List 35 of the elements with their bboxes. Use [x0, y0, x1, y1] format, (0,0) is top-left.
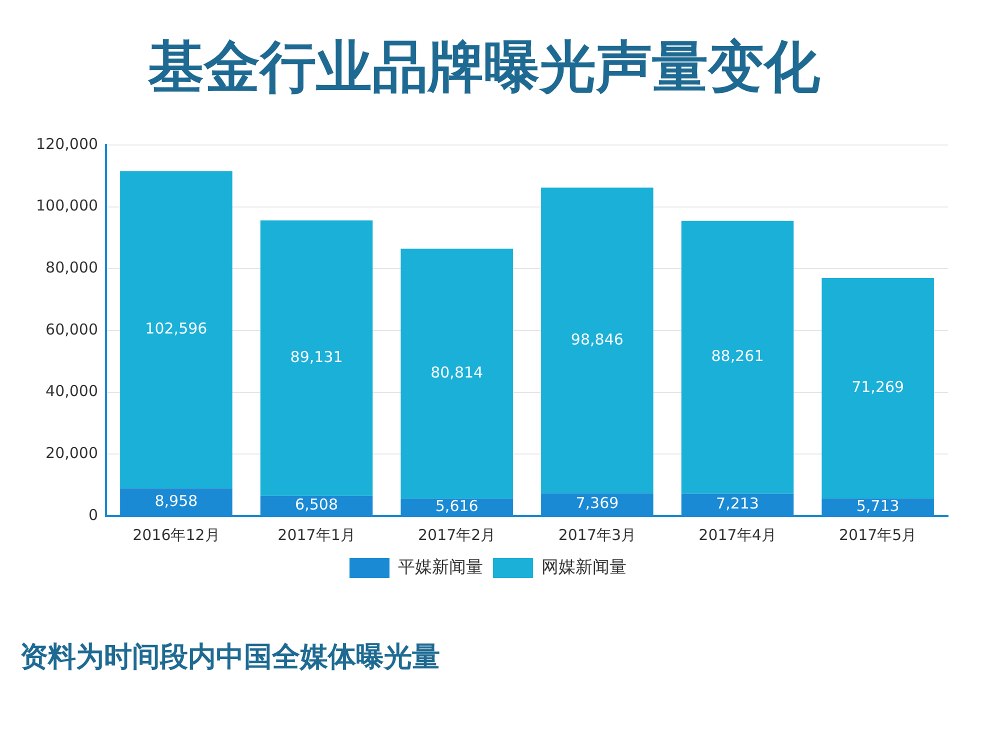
- x-tick-label: 2016年12月: [132, 526, 220, 544]
- bar: [822, 278, 934, 498]
- y-tick-label: 20,000: [46, 444, 98, 462]
- data-label: 8,958: [154, 492, 198, 510]
- bar: [681, 220, 794, 494]
- data-label: 5,616: [435, 496, 478, 515]
- chart-title: 基金行业品牌曝光声量变化: [147, 34, 821, 102]
- data-label: 5,713: [856, 496, 900, 515]
- data-label: 102,596: [145, 320, 208, 338]
- data-label: 98,846: [570, 330, 624, 348]
- data-label: 71,269: [852, 378, 904, 396]
- data-label: 88,261: [711, 347, 764, 366]
- y-tick-label: 40,000: [46, 382, 98, 400]
- x-tick-label: 2017年3月: [558, 526, 636, 544]
- text: 资料为时间段内中国全媒体曝光量: [19, 639, 441, 675]
- legend-label: 平媒新闻量: [398, 557, 483, 578]
- legend-label: 网媒新闻量: [542, 557, 626, 578]
- data-label: 7,369: [576, 494, 619, 512]
- x-tick-label: 2017年1月: [278, 526, 356, 544]
- data-label: 6,508: [295, 496, 338, 514]
- y-tick-label: 0: [88, 506, 98, 524]
- y-tick-label: 120,000: [36, 134, 98, 153]
- bar: [400, 248, 513, 499]
- y-tick-label: 60,000: [46, 320, 98, 338]
- y-tick-label: 80,000: [46, 258, 98, 277]
- bar: [541, 188, 654, 494]
- x-tick-label: 2017年2月: [418, 526, 496, 544]
- x-tick-label: 2017年4月: [698, 526, 776, 544]
- y-tick-label: 100,000: [36, 196, 98, 215]
- bar: [120, 171, 232, 488]
- data-label: 7,213: [716, 494, 759, 512]
- data-label: 89,131: [290, 348, 343, 366]
- x-tick-label: 2017年5月: [838, 526, 917, 544]
- bar: [260, 220, 373, 496]
- data-label: 80,814: [430, 364, 484, 382]
